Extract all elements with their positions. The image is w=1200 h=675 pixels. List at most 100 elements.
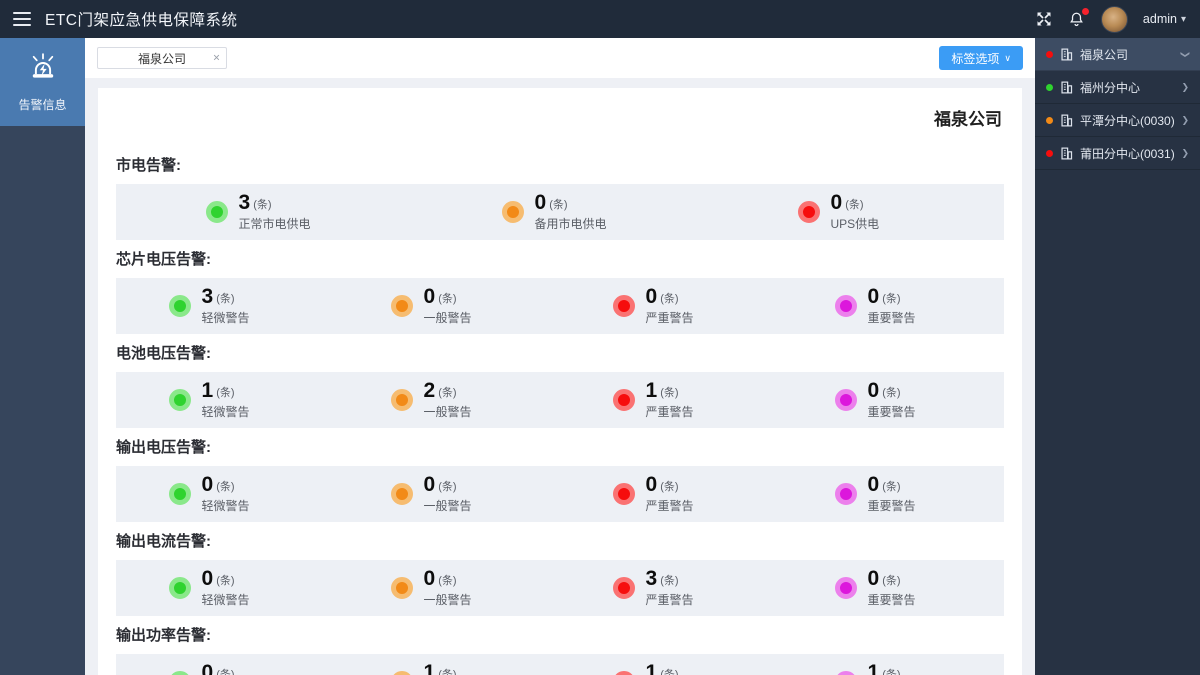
hamburger-menu-icon[interactable] <box>13 12 31 26</box>
building-icon <box>1060 81 1073 94</box>
alarm-text: 0 (条) 一般警告 <box>424 568 508 608</box>
alarm-text: 0 (条) 一般警告 <box>424 474 508 514</box>
chevron-right-icon[interactable]: ❯ <box>1181 114 1189 125</box>
alarm-unit: (条) <box>660 387 679 399</box>
alarm-text: 0 (条) UPS供电 <box>831 192 915 232</box>
count-line: 0 (条) <box>202 568 286 590</box>
alarm-text: 0 (条) 重要警告 <box>868 568 952 608</box>
sidebar-item-alarm-info[interactable]: 告警信息 <box>0 38 85 126</box>
alarm-text: 1(条)重要警告 <box>868 662 952 675</box>
main-content: 福泉公司 × 标签选项 ∨ 福泉公司 市电告警: 3 (条) 正常市电供电 0 (条) 备用… <box>85 38 1035 675</box>
alarm-text: 0 (条) 严重警告 <box>646 286 730 326</box>
alarm-count: 2 <box>423 379 436 402</box>
alarm-unit: (条) <box>438 669 457 675</box>
fullscreen-icon[interactable] <box>1035 10 1053 28</box>
alarm-card: 福泉公司 市电告警: 3 (条) 正常市电供电 0 (条) 备用市电供电 0 (条) UPS供电芯… <box>98 88 1022 675</box>
alarm-label: 重要警告 <box>867 405 916 419</box>
alarm-text: 0 (条) 重要警告 <box>868 286 952 326</box>
topbar-right: admin ▾ <box>1035 5 1200 33</box>
company-select[interactable]: 福泉公司 × <box>97 47 227 69</box>
alarm-count: 0 <box>867 285 880 308</box>
alarm-stat: 0 (条) 一般警告 <box>338 568 560 608</box>
chevron-right-icon[interactable]: ❯ <box>1181 147 1189 158</box>
alarm-count: 1 <box>645 379 658 402</box>
chevron-down-icon: ▾ <box>1180 13 1186 25</box>
alarm-unit: (条) <box>438 387 457 399</box>
count-line: 1 (条) <box>646 662 730 675</box>
count-line: 0 (条) <box>831 192 915 214</box>
alarm-label: 一般警告 <box>423 593 472 607</box>
alarm-text: 0 (条) 一般警告 <box>424 286 508 326</box>
status-light-icon <box>168 577 191 599</box>
alarm-label: 轻微警告 <box>201 593 250 607</box>
alarm-count: 1 <box>645 661 658 675</box>
tag-options-button[interactable]: 标签选项 ∨ <box>939 46 1023 70</box>
left-sidebar: 告警信息 <box>0 38 85 675</box>
sidebar-item-label: 告警信息 <box>18 98 67 112</box>
org-tree-item[interactable]: 福州分中心 ❯ <box>1035 71 1200 104</box>
alarm-unit: (条) <box>882 669 901 675</box>
alarm-unit: (条) <box>660 575 679 587</box>
status-dot-icon <box>1046 149 1053 157</box>
company-title: 福泉公司 <box>934 110 1002 129</box>
alarm-stat: 0 (条) 重要警告 <box>782 568 1004 608</box>
status-light-icon <box>390 389 413 411</box>
notification-badge <box>1081 8 1089 15</box>
count-line: 0 (条) <box>868 286 952 308</box>
alarm-unit: (条) <box>216 387 235 399</box>
alarm-unit: (条) <box>845 199 864 211</box>
alarm-count: 0 <box>423 567 436 590</box>
siren-icon <box>27 51 59 88</box>
status-dot-icon <box>1046 116 1053 124</box>
topbar: ETC门架应急供电保障系统 admin ▾ <box>0 0 1200 38</box>
org-tree-item[interactable]: 莆田分中心(0031) ❯ <box>1035 137 1200 170</box>
remove-tag-icon[interactable]: × <box>212 50 220 65</box>
alarm-text: 2 (条) 一般警告 <box>424 380 508 420</box>
org-label: 平潭分中心(0030) <box>1080 113 1175 128</box>
count-line: 0 (条) <box>646 474 730 496</box>
alarm-unit: (条) <box>216 575 235 587</box>
alarm-row: 0 (条) 轻微警告 0 (条) 一般警告 0 (条) 严重警告 0 (条) 重要警告 <box>116 466 1004 522</box>
alarm-label: 轻微警告 <box>201 499 250 513</box>
user-menu[interactable]: admin ▾ <box>1143 12 1186 26</box>
status-light-icon <box>797 201 820 223</box>
alarm-count: 0 <box>645 473 658 496</box>
status-dot-icon <box>1046 50 1053 58</box>
org-label: 福州分中心 <box>1080 80 1141 95</box>
chevron-right-icon[interactable]: ❯ <box>1181 81 1189 92</box>
count-line: 0 (条) <box>868 474 952 496</box>
alarm-stat: 0 (条) 重要警告 <box>782 286 1004 326</box>
count-line: 0 (条) <box>535 192 619 214</box>
count-line: 0 (条) <box>424 474 508 496</box>
user-avatar[interactable] <box>1100 5 1128 33</box>
alarm-count: 0 <box>201 661 214 675</box>
org-tree-item[interactable]: 福泉公司 ❯ <box>1035 38 1200 71</box>
alarm-stat: 0 (条) 严重警告 <box>560 286 782 326</box>
chevron-down-icon[interactable]: ❯ <box>1180 50 1191 58</box>
count-line: 0 (条) <box>202 474 286 496</box>
status-light-icon <box>168 295 191 317</box>
org-tree-item[interactable]: 平潭分中心(0030) ❯ <box>1035 104 1200 137</box>
alarm-label: 一般警告 <box>423 405 472 419</box>
alarm-text: 3 (条) 轻微警告 <box>202 286 286 326</box>
status-light-icon <box>612 577 635 599</box>
status-light-icon <box>612 671 635 675</box>
alarm-stat: 3 (条) 轻微警告 <box>116 286 338 326</box>
alarm-stat: 0(条) 轻微警告 <box>116 568 338 608</box>
alarm-stat: 0 (条) 备用市电供电 <box>412 192 708 232</box>
notification-bell-icon[interactable] <box>1068 8 1089 28</box>
alarm-label: 正常市电供电 <box>238 217 311 231</box>
count-line: 0 (条) <box>868 380 952 402</box>
count-line: 1 (条) <box>868 662 952 675</box>
alarm-text: 0 (条) 重要警告 <box>868 380 952 420</box>
alarm-count: 0 <box>423 473 436 496</box>
section-heading: 电池电压告警: <box>116 345 211 362</box>
alarm-stat: 1(条)一般警告 <box>338 662 560 675</box>
alarm-stat: 3 (条) 正常市电供电 <box>116 192 412 232</box>
alarm-unit: (条) <box>660 669 679 675</box>
alarm-count: 1 <box>423 661 436 675</box>
alarm-label: 严重警告 <box>645 593 694 607</box>
alarm-count: 0 <box>830 191 843 214</box>
alarm-unit: (条) <box>438 575 457 587</box>
count-line: 0 (条) <box>646 286 730 308</box>
